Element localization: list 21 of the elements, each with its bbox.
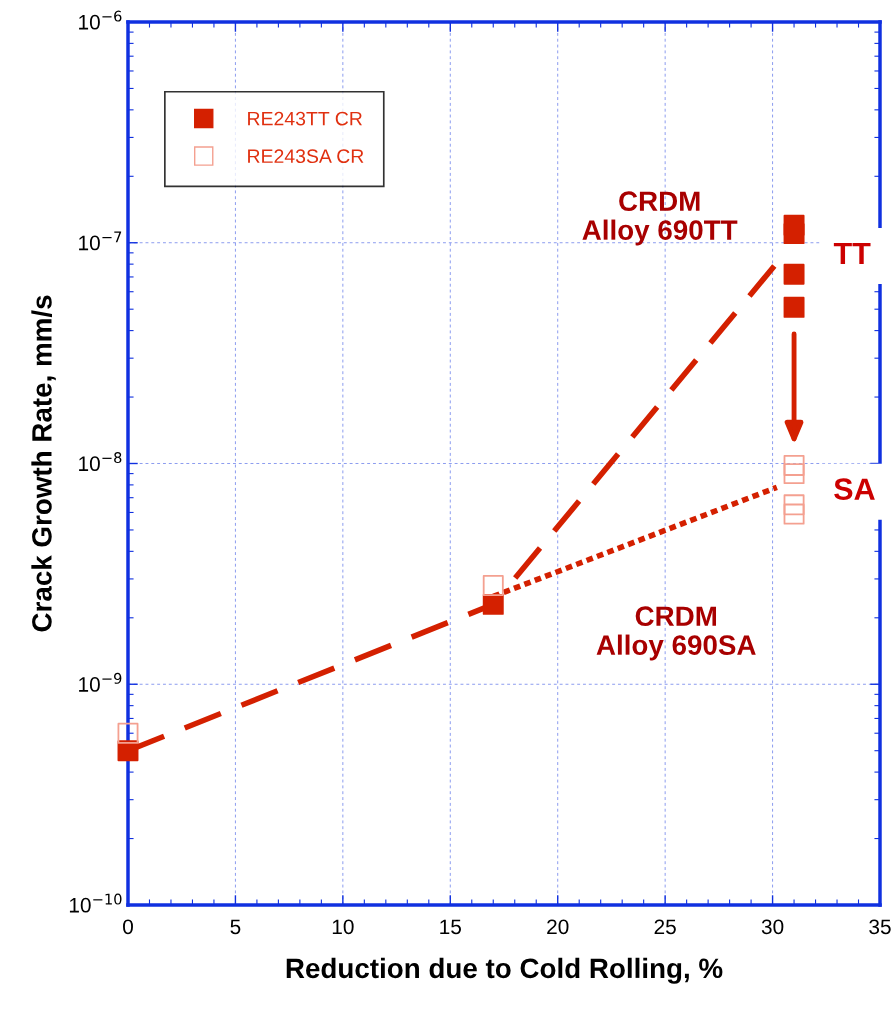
x-tick-label: 25 <box>654 919 676 935</box>
annotation: CRDM Alloy 690TT <box>582 191 738 246</box>
y-tick-label: 10$^{−7}$ <box>79 231 122 251</box>
annotation: CRDM Alloy 690SA <box>596 606 756 661</box>
y-axis-title: Crack Growth Rate, mm/s <box>31 295 56 632</box>
annotation: TT <box>833 242 871 264</box>
legend-label: RE243TT CR <box>248 111 362 126</box>
x-tick-label: 35 <box>869 919 891 935</box>
y-tick-label: 10$^{−8}$ <box>79 452 122 472</box>
x-axis-title: Reduction due to Cold Rolling, % <box>286 957 723 984</box>
y-tick-label: 10$^{−6}$ <box>79 10 122 30</box>
y-tick-label: 10$^{−10}$ <box>69 893 122 913</box>
x-tick-label: 5 <box>230 919 241 935</box>
x-tick-label: 20 <box>547 919 569 935</box>
legend-label: RE243SA CR <box>248 149 364 164</box>
annotation: SA <box>834 478 875 500</box>
x-tick-label: 10 <box>332 919 354 935</box>
y-tick-label: 10$^{−9}$ <box>79 672 122 692</box>
x-tick-label: 0 <box>123 919 133 935</box>
x-tick-label: 30 <box>761 919 784 935</box>
x-tick-label: 15 <box>440 919 461 935</box>
